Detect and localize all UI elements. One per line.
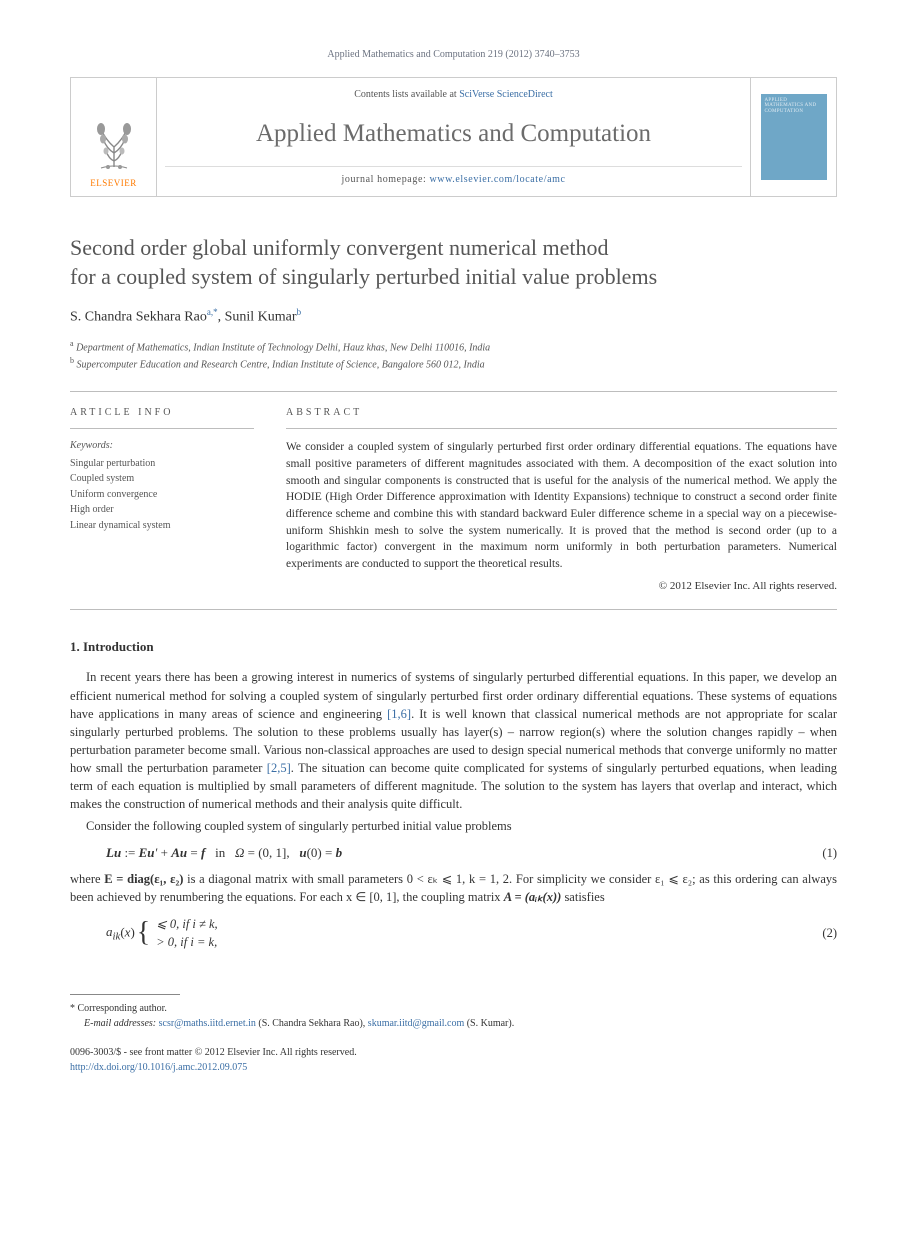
abstract-column: ABSTRACT We consider a coupled system of… [270,392,837,609]
para3-c: is a diagonal matrix with small paramete… [70,872,837,904]
author-2-affiliation-marker: b [297,307,302,317]
para3-a: where [70,872,104,886]
affiliation-list: a Department of Mathematics, Indian Inst… [70,338,837,373]
equation-1-row: Lu := Eu′ + Au = f in Ω = (0, 1], u(0) =… [106,844,837,863]
article-info-column: ARTICLE INFO Keywords: Singular perturba… [70,392,270,609]
front-matter-line: 0096-3003/$ - see front matter © 2012 El… [70,1045,837,1060]
keywords-list: Singular perturbation Coupled system Uni… [70,456,254,534]
intro-paragraph-1: In recent years there has been a growing… [70,668,837,813]
author-separator: , [218,310,225,325]
affiliation-b-marker: b [70,356,74,365]
citation-link[interactable]: [2,5] [267,761,291,775]
journal-cover-thumbnail: APPLIED MATHEMATICS AND COMPUTATION [761,94,827,180]
corr-text: Corresponding author. [78,1003,167,1014]
author-1-email-link[interactable]: scsr@maths.iitd.ernet.in [159,1018,256,1029]
journal-homepage-line: journal homepage: www.elsevier.com/locat… [165,166,742,188]
intro-paragraph-2: Consider the following coupled system of… [70,817,837,835]
email2-who: (S. Kumar). [464,1018,514,1029]
keyword-item: Coupled system [70,471,254,487]
para3-b: E = diag(ε₁, ε₂) [104,872,183,886]
article-title: Second order global uniformly convergent… [70,233,837,292]
elsevier-tree-icon [87,117,141,173]
keyword-item: Linear dynamical system [70,518,254,534]
equation-1: Lu := Eu′ + Au = f in Ω = (0, 1], u(0) =… [106,844,797,863]
author-2-name: Sunil Kumar [225,310,297,325]
publisher-logo-block: ELSEVIER [71,78,157,196]
footnote-rule [70,994,180,995]
sciencedirect-link[interactable]: SciVerse ScienceDirect [459,89,553,100]
section-heading-1: 1. Introduction [70,638,837,657]
para3-d: A = (aᵢₖ(x)) [504,890,562,904]
divider-rule [70,609,837,610]
article-info-heading: ARTICLE INFO [70,406,254,430]
author-1-name: S. Chandra Sekhara Rao [70,310,207,325]
journal-title: Applied Mathematics and Computation [165,116,742,152]
article-title-line1: Second order global uniformly convergent… [70,235,608,260]
keyword-item: Uniform convergence [70,487,254,503]
email-label: E-mail addresses: [84,1018,159,1029]
abstract-heading: ABSTRACT [286,406,837,430]
cover-thumbnail-block: APPLIED MATHEMATICS AND COMPUTATION [750,78,836,196]
equation-1-number: (1) [797,844,837,862]
para3-e: satisfies [561,890,604,904]
contents-prefix: Contents lists available at [354,89,459,100]
article-title-line2: for a coupled system of singularly pertu… [70,264,657,289]
equation-2-case-1: ⩽ 0, if i ≠ k, [156,915,217,934]
equation-2-row: aik(x){ ⩽ 0, if i ≠ k, > 0, if i = k, (2… [106,915,837,953]
email-footnote: E-mail addresses: scsr@maths.iitd.ernet.… [70,1016,837,1031]
affiliation-b: b Supercomputer Education and Research C… [70,355,837,372]
equation-2-case-2: > 0, if i = k, [156,933,217,952]
info-abstract-row: ARTICLE INFO Keywords: Singular perturba… [70,392,837,609]
homepage-prefix: journal homepage: [341,174,429,185]
page-container: Applied Mathematics and Computation 219 … [0,0,907,1115]
contents-available-line: Contents lists available at SciVerse Sci… [165,88,742,103]
intro-paragraph-3: where E = diag(ε₁, ε₂) is a diagonal mat… [70,870,837,906]
publisher-name: ELSEVIER [90,177,137,190]
corresponding-author-footnote: * Corresponding author. [70,1001,837,1016]
author-2-email-link[interactable]: skumar.iitd@gmail.com [368,1018,464,1029]
keyword-item: High order [70,502,254,518]
affiliation-b-text: Supercomputer Education and Research Cen… [77,360,485,371]
journal-homepage-link[interactable]: www.elsevier.com/locate/amc [429,174,565,185]
keywords-heading: Keywords: [70,439,254,454]
running-head-citation: Applied Mathematics and Computation 219 … [70,48,837,63]
affiliation-a-text: Department of Mathematics, Indian Instit… [76,342,490,353]
affiliation-a: a Department of Mathematics, Indian Inst… [70,338,837,355]
author-list: S. Chandra Sekhara Raoa,*, Sunil Kumarb [70,306,837,328]
doi-link[interactable]: http://dx.doi.org/10.1016/j.amc.2012.09.… [70,1062,247,1073]
citation-link[interactable]: [1,6] [387,707,411,721]
abstract-text: We consider a coupled system of singular… [286,439,837,572]
equation-2: aik(x){ ⩽ 0, if i ≠ k, > 0, if i = k, [106,915,797,953]
author-1-affiliation-marker: a,* [207,307,218,317]
email1-who: (S. Chandra Sekhara Rao), [256,1018,368,1029]
equation-2-number: (2) [797,924,837,942]
affiliation-a-marker: a [70,339,74,348]
abstract-copyright: © 2012 Elsevier Inc. All rights reserved… [286,579,837,595]
masthead: ELSEVIER Contents lists available at Sci… [70,77,837,197]
cover-thumb-text: APPLIED MATHEMATICS AND COMPUTATION [765,98,823,115]
masthead-center: Contents lists available at SciVerse Sci… [157,78,750,196]
keyword-item: Singular perturbation [70,456,254,472]
doi-block: 0096-3003/$ - see front matter © 2012 El… [70,1045,837,1075]
corr-marker: * [70,1003,78,1014]
